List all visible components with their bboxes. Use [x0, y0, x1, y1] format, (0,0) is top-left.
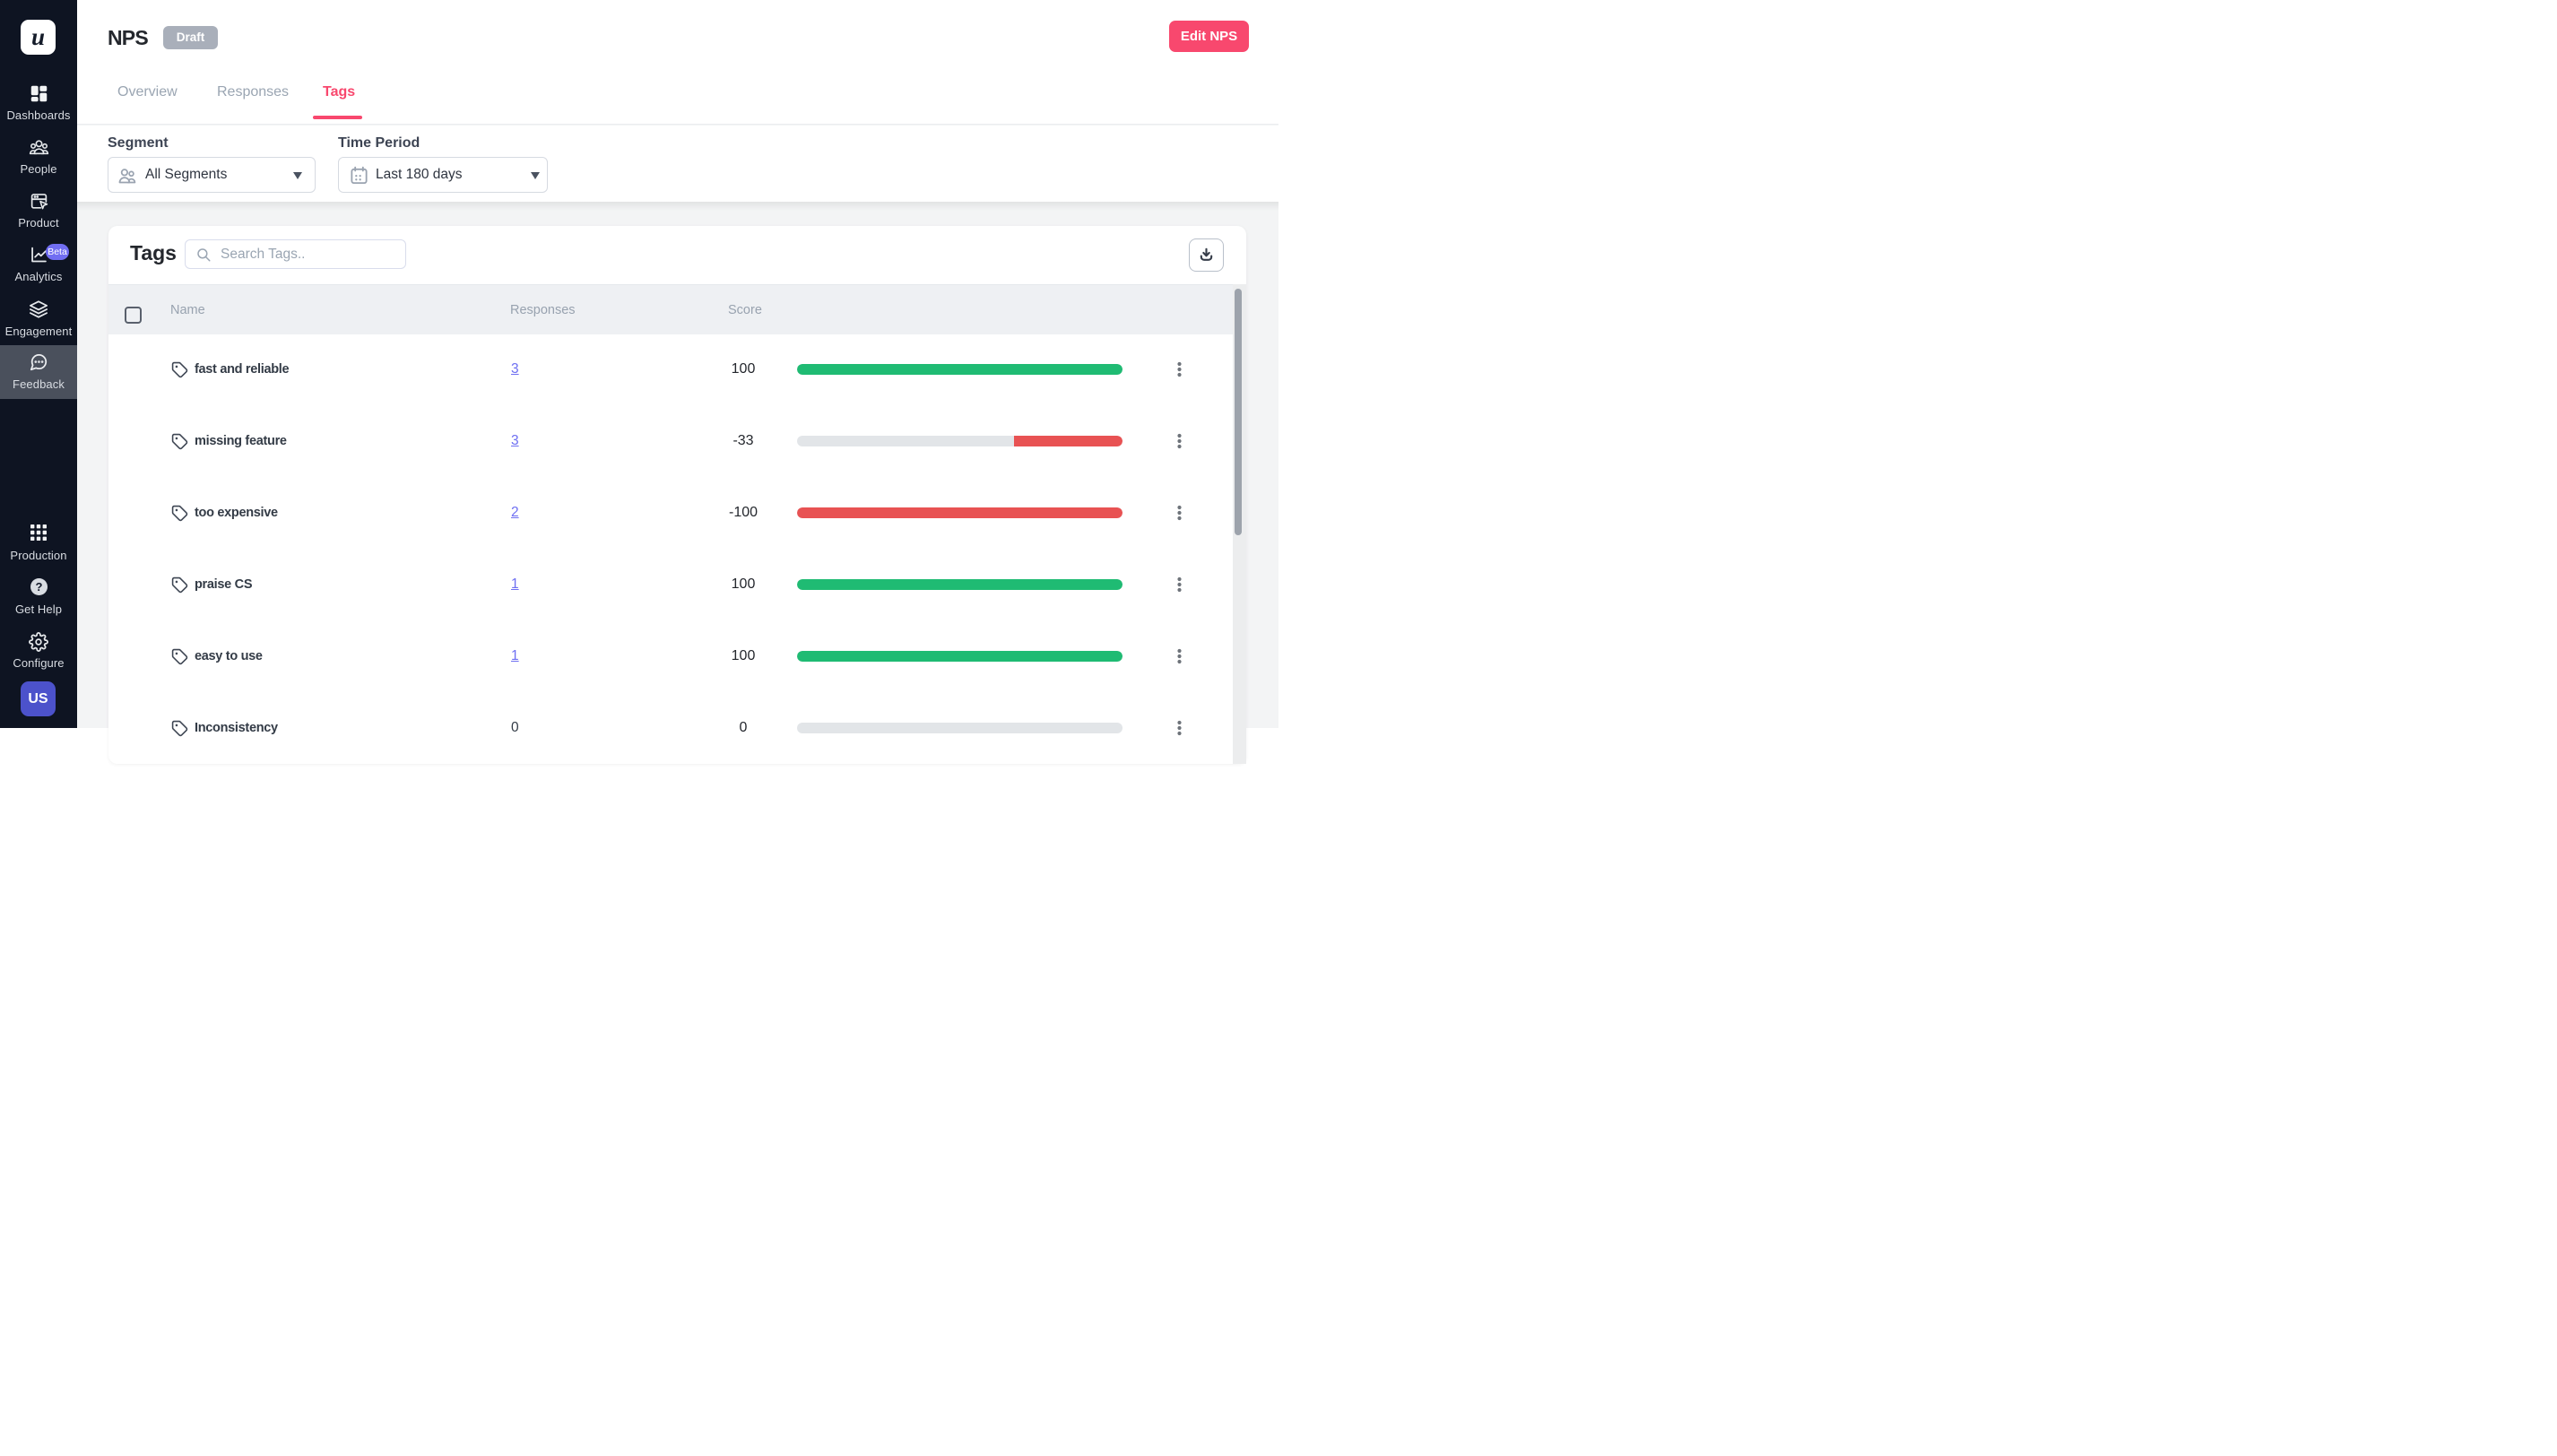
svg-text:?: ? [35, 580, 42, 594]
